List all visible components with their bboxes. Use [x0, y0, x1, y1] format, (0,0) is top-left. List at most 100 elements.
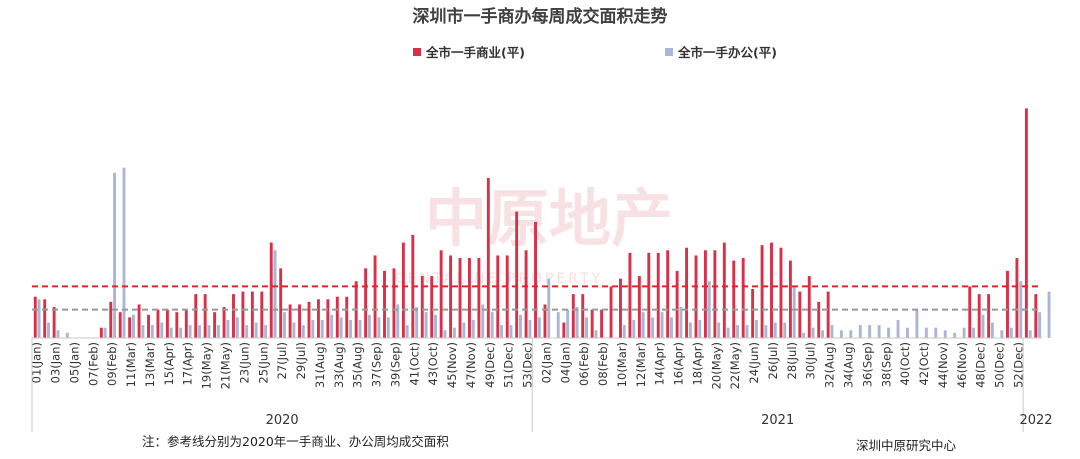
bar-office-45: [462, 322, 466, 338]
chart-title: 深圳市一手商办每周成交面积走势: [413, 6, 668, 27]
bar-commercial-11: [137, 304, 141, 338]
x-tick-label: 40(Oct): [898, 342, 912, 386]
bar-office-27: [292, 322, 296, 338]
bar-office-107: [1047, 291, 1051, 338]
x-tick-label: 30(Jul): [804, 342, 818, 379]
bar-office-73: [726, 327, 730, 338]
bar-commercial-54: [543, 304, 547, 338]
bar-office-88: [868, 325, 872, 338]
bar-office-69: [688, 322, 692, 338]
x-tick-label: 23(Jun): [237, 342, 251, 384]
bar-office-100: [981, 314, 985, 338]
bar-office-67: [670, 317, 673, 338]
bar-office-59: [594, 330, 598, 338]
bar-commercial-52: [524, 250, 528, 338]
bar-commercial-32: [335, 296, 339, 338]
x-tick-label: 36(Sep): [860, 342, 874, 387]
bar-commercial-104: [1015, 258, 1019, 338]
bar-commercial-60: [600, 309, 604, 338]
bar-commercial-82: [807, 276, 811, 338]
x-tick-label: 12(Mar): [634, 342, 648, 387]
x-tick-label: 50(Dec): [993, 342, 1007, 388]
bar-commercial-78: [770, 242, 773, 338]
bar-office-38: [396, 304, 400, 338]
x-tick-label: 19(May): [200, 342, 214, 389]
x-tick-label: 14(Apr): [653, 342, 667, 386]
legend-swatch-commercial: [413, 48, 421, 56]
bar-office-43: [443, 330, 447, 338]
x-tick-label: 48(Dec): [974, 342, 988, 388]
x-tick-label: 42(Oct): [917, 342, 931, 386]
bar-office-53: [537, 317, 541, 338]
x-tick-label: 43(Oct): [426, 342, 440, 386]
bar-office-92: [906, 327, 909, 338]
bar-commercial-100: [977, 294, 981, 338]
bar-office-97: [953, 332, 957, 338]
bar-office-82: [811, 327, 815, 338]
x-tick-label: 20(May): [709, 342, 723, 389]
bar-commercial-43: [439, 250, 443, 338]
x-tick-label: 34(Aug): [841, 342, 855, 388]
bar-commercial-46: [468, 258, 471, 338]
x-tick-label: 02(Jan): [539, 342, 553, 383]
bar-office-48: [490, 312, 494, 338]
bar-commercial-74: [732, 260, 736, 338]
x-tick-label: 03(Jan): [49, 342, 63, 383]
x-tick-label: 18(Apr): [690, 342, 704, 386]
bar-commercial-9: [118, 312, 122, 338]
x-tick-label: 05(Jan): [67, 342, 81, 383]
bar-commercial-21: [232, 294, 235, 338]
bar-office-20: [226, 319, 230, 338]
bar-office-28: [301, 325, 305, 338]
bar-commercial-7: [99, 327, 103, 338]
bar-office-26: [283, 312, 286, 338]
bar-commercial-62: [619, 278, 622, 338]
bar-office-65: [651, 317, 655, 338]
x-tick-label: 15(Apr): [162, 342, 176, 386]
bar-office-8: [113, 172, 117, 338]
bar-office-11: [141, 325, 145, 338]
bar-commercial-42: [430, 276, 434, 338]
bar-commercial-99: [968, 286, 972, 338]
bar-commercial-67: [666, 250, 670, 338]
x-tick-label: 35(Aug): [351, 342, 365, 388]
x-tick-label: 26(Jul): [766, 342, 780, 379]
bar-office-76: [754, 319, 758, 338]
bar-commercial-72: [713, 250, 717, 338]
bar-commercial-81: [798, 291, 802, 338]
bar-office-80: [792, 286, 796, 338]
bar-commercial-10: [128, 317, 132, 338]
x-tick-label: 32(Aug): [823, 342, 837, 388]
bar-commercial-33: [345, 296, 349, 338]
legend: 全市一手商业(平) 全市一手办公(平): [413, 45, 777, 60]
bar-commercial-24: [260, 291, 264, 338]
bar-office-55: [556, 312, 560, 338]
x-tick-label: 51(Dec): [502, 342, 516, 388]
bars: [33, 108, 1051, 338]
bar-office-31: [330, 314, 334, 338]
bar-office-37: [386, 317, 390, 338]
x-tick-labels: 01(Jan) 03(Jan) 05(Jan) 07(Feb) 09(Feb) 11(Ma…: [30, 342, 1026, 389]
bar-office-87: [858, 325, 862, 338]
bar-office-94: [924, 327, 928, 338]
bar-commercial-53: [534, 221, 537, 338]
bar-commercial-28: [298, 304, 301, 338]
bar-office-66: [660, 312, 664, 338]
bar-office-79: [783, 322, 787, 338]
bar-commercial-38: [392, 268, 396, 338]
bar-office-36: [377, 317, 381, 338]
legend-label-office: 全市一手办公(平): [677, 45, 777, 60]
bar-commercial-0: [33, 296, 37, 338]
bar-commercial-12: [147, 314, 150, 338]
x-tick-label: 46(Nov): [955, 342, 969, 388]
bar-commercial-80: [788, 260, 792, 338]
watermark-text: 中原地产: [425, 182, 673, 255]
bar-office-32: [339, 317, 343, 338]
x-tick-label: 13(Mar): [143, 342, 157, 387]
bar-commercial-63: [628, 252, 632, 338]
bar-office-10: [131, 314, 135, 338]
bar-office-98: [962, 327, 966, 338]
bar-office-54: [547, 278, 551, 338]
year-label: 2021: [761, 413, 794, 428]
bar-office-86: [849, 330, 853, 338]
